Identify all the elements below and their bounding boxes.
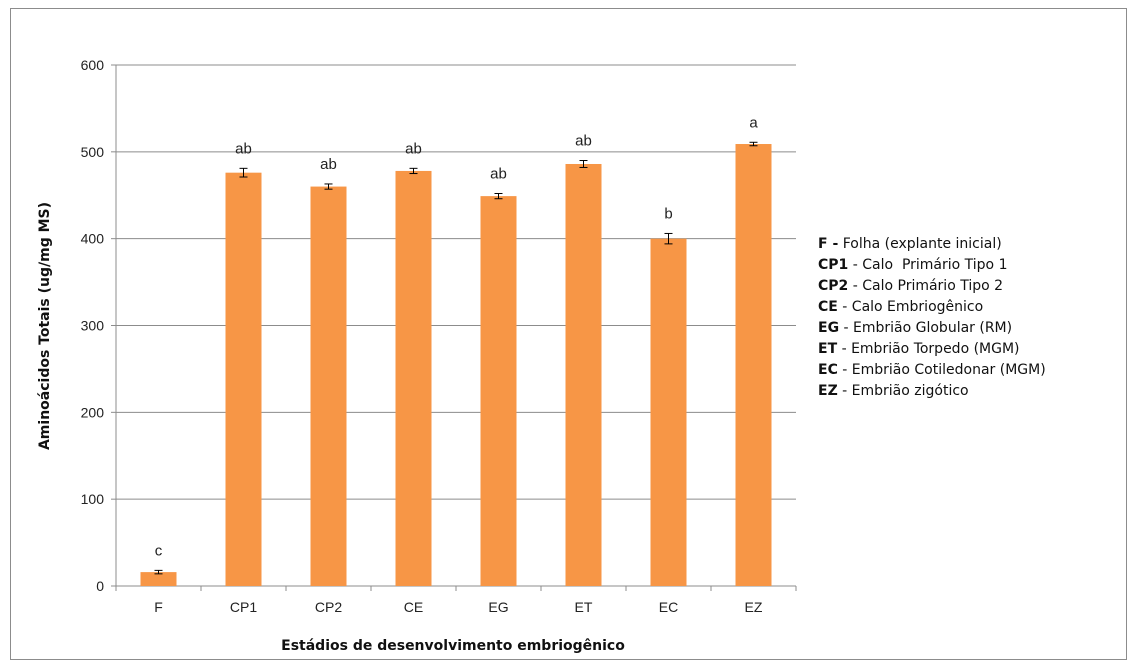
legend-text: - Embrião zigótico — [837, 383, 969, 399]
legend-code: CE — [818, 299, 838, 315]
x-tick-label: CE — [404, 599, 423, 615]
x-tick-label: EG — [488, 599, 508, 615]
legend-code: F - — [818, 236, 839, 252]
legend-item: CE - Calo Embriogênico — [818, 297, 1046, 318]
bar-f — [140, 572, 177, 586]
x-tick-label: EZ — [745, 599, 763, 615]
y-tick-label: 200 — [81, 404, 105, 420]
significance-label: ab — [575, 133, 592, 150]
bar-ce — [395, 170, 432, 587]
bar-ez — [735, 144, 772, 587]
legend-code: EC — [818, 362, 838, 378]
x-axis-title: Estádios de desenvolvimento embriogênico — [281, 638, 625, 654]
legend-text: - Embrião Globular (RM) — [839, 320, 1013, 336]
significance-label: ab — [320, 156, 337, 173]
significance-label: ab — [235, 140, 252, 157]
y-tick-label: 600 — [81, 57, 105, 73]
legend-text: - Embrião Cotiledonar (MGM) — [837, 362, 1046, 378]
legend-item: CP2 - Calo Primário Tipo 2 — [818, 276, 1046, 297]
y-tick-label: 0 — [96, 578, 104, 594]
significance-label: c — [155, 542, 163, 559]
y-tick-label: 500 — [81, 144, 105, 160]
legend-text: - Calo Primário Tipo 2 — [848, 278, 1004, 294]
significance-label: a — [749, 114, 758, 131]
y-tick-label: 100 — [81, 491, 105, 507]
legend-code: EG — [818, 320, 840, 336]
y-tick-label: 400 — [81, 231, 105, 247]
legend-text: - Calo Embriogênico — [837, 299, 984, 315]
x-tick-label: CP1 — [230, 599, 257, 615]
legend-item: F - Folha (explante inicial) — [818, 234, 1046, 255]
legend-item: EG - Embrião Globular (RM) — [818, 318, 1046, 339]
bar-ec — [650, 238, 687, 586]
significance-label: ab — [405, 140, 422, 157]
legend-item: EC - Embrião Cotiledonar (MGM) — [818, 360, 1046, 381]
x-tick-label: ET — [575, 599, 593, 615]
bar-cp2 — [310, 186, 347, 587]
y-tick-label: 300 — [81, 318, 105, 334]
x-tick-label: CP2 — [315, 599, 342, 615]
legend-text: Folha (explante inicial) — [838, 236, 1002, 252]
bar-et — [565, 163, 602, 587]
significance-label: b — [664, 205, 672, 222]
x-tick-label: F — [154, 599, 163, 615]
bar-cp1 — [225, 172, 262, 586]
legend-item: ET - Embrião Torpedo (MGM) — [818, 339, 1046, 360]
significance-label: ab — [490, 166, 507, 183]
legend-text: - Embrião Torpedo (MGM) — [837, 341, 1020, 357]
bar-eg — [480, 196, 517, 586]
legend-item: CP1 - Calo Primário Tipo 1 — [818, 255, 1046, 276]
legend-item: EZ - Embrião zigótico — [818, 381, 1046, 402]
legend-code: ET — [818, 341, 838, 357]
legend-code: EZ — [818, 383, 838, 399]
x-tick-label: EC — [659, 599, 678, 615]
y-axis-title: Aminoácidos Totais (ug/mg MS) — [37, 202, 53, 450]
chart-legend: F - Folha (explante inicial) CP1 - Calo P… — [818, 234, 1046, 402]
legend-code: CP1 — [818, 257, 849, 273]
legend-code: CP2 — [818, 278, 849, 294]
legend-text: - Calo Primário Tipo 1 — [848, 257, 1008, 273]
